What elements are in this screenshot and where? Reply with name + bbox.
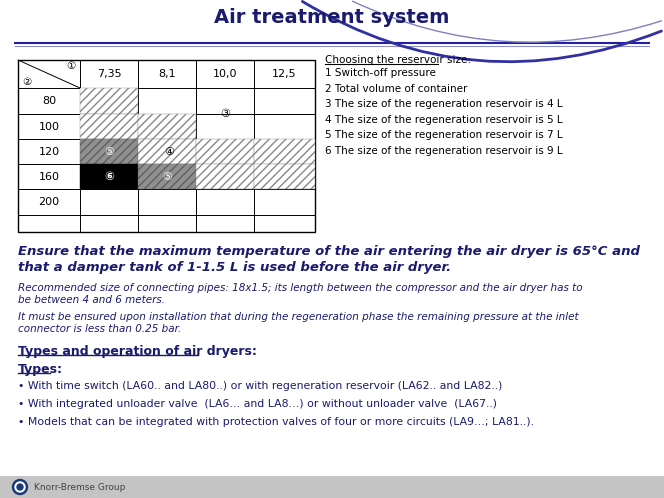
Text: ⑤: ⑤: [162, 171, 172, 181]
Text: 10,0: 10,0: [212, 69, 237, 79]
Text: Types and operation of air dryers:: Types and operation of air dryers:: [18, 345, 257, 358]
Bar: [80, 164, 138, 189]
Text: 7,35: 7,35: [97, 69, 122, 79]
Text: Types:: Types:: [18, 363, 63, 376]
Bar: [18, 60, 315, 232]
Bar: [138, 164, 196, 189]
Text: • Models that can be integrated with protection valves of four or more circuits : • Models that can be integrated with pro…: [18, 417, 534, 427]
Text: 8,1: 8,1: [158, 69, 176, 79]
Bar: [254, 164, 315, 189]
Text: 12,5: 12,5: [272, 69, 297, 79]
Text: Ensure that the maximum temperature of the air entering the air dryer is 65°C an: Ensure that the maximum temperature of t…: [18, 245, 640, 258]
Text: It must be ensured upon installation that during the regeneration phase the rema: It must be ensured upon installation tha…: [18, 312, 578, 322]
Text: 100: 100: [39, 122, 60, 131]
Text: Choosing the reservoir size:: Choosing the reservoir size:: [325, 55, 471, 65]
Text: 1 Switch-off pressure: 1 Switch-off pressure: [325, 68, 436, 78]
Text: ⑤: ⑤: [104, 146, 114, 156]
Text: 6 The size of the regeneration reservoir is 9 L: 6 The size of the regeneration reservoir…: [325, 145, 562, 155]
Text: 4 The size of the regeneration reservoir is 5 L: 4 The size of the regeneration reservoir…: [325, 115, 562, 124]
Bar: [196, 164, 254, 189]
Text: • With integrated unloader valve  (LA6… and LA8…) or without unloader valve  (LA: • With integrated unloader valve (LA6… a…: [18, 399, 497, 409]
Circle shape: [15, 482, 25, 492]
Text: Recommended size of connecting pipes: 18x1.5; its length between the compressor : Recommended size of connecting pipes: 18…: [18, 283, 582, 293]
Text: 200: 200: [39, 197, 60, 207]
Bar: [196, 139, 254, 164]
Bar: [254, 139, 315, 164]
Text: connector is less than 0.25 bar.: connector is less than 0.25 bar.: [18, 324, 181, 334]
Text: 160: 160: [39, 171, 60, 181]
Circle shape: [17, 484, 23, 490]
Bar: [80, 139, 138, 164]
Text: Air treatment system: Air treatment system: [214, 8, 450, 27]
Text: ⑥: ⑥: [104, 170, 114, 183]
Text: be between 4 and 6 meters.: be between 4 and 6 meters.: [18, 295, 165, 305]
Bar: [0, 476, 664, 498]
Text: Knorr-Bremse Group: Knorr-Bremse Group: [34, 483, 125, 492]
Text: 3 The size of the regeneration reservoir is 4 L: 3 The size of the regeneration reservoir…: [325, 99, 562, 109]
Circle shape: [13, 480, 27, 495]
Text: 2 Total volume of container: 2 Total volume of container: [325, 84, 467, 94]
Text: ②: ②: [23, 77, 32, 87]
Bar: [80, 114, 138, 139]
Text: ①: ①: [66, 61, 76, 71]
Text: ④: ④: [164, 146, 174, 156]
Text: 80: 80: [42, 96, 56, 106]
Bar: [138, 114, 196, 139]
Text: 5 The size of the regeneration reservoir is 7 L: 5 The size of the regeneration reservoir…: [325, 130, 562, 140]
Bar: [80, 88, 138, 114]
Bar: [138, 139, 196, 164]
Text: 120: 120: [39, 146, 60, 156]
Text: ③: ③: [220, 109, 230, 119]
Text: that a damper tank of 1-1.5 L is used before the air dryer.: that a damper tank of 1-1.5 L is used be…: [18, 261, 451, 274]
Text: • With time switch (LA60.. and LA80..) or with regeneration reservoir (LA62.. an: • With time switch (LA60.. and LA80..) o…: [18, 381, 503, 391]
